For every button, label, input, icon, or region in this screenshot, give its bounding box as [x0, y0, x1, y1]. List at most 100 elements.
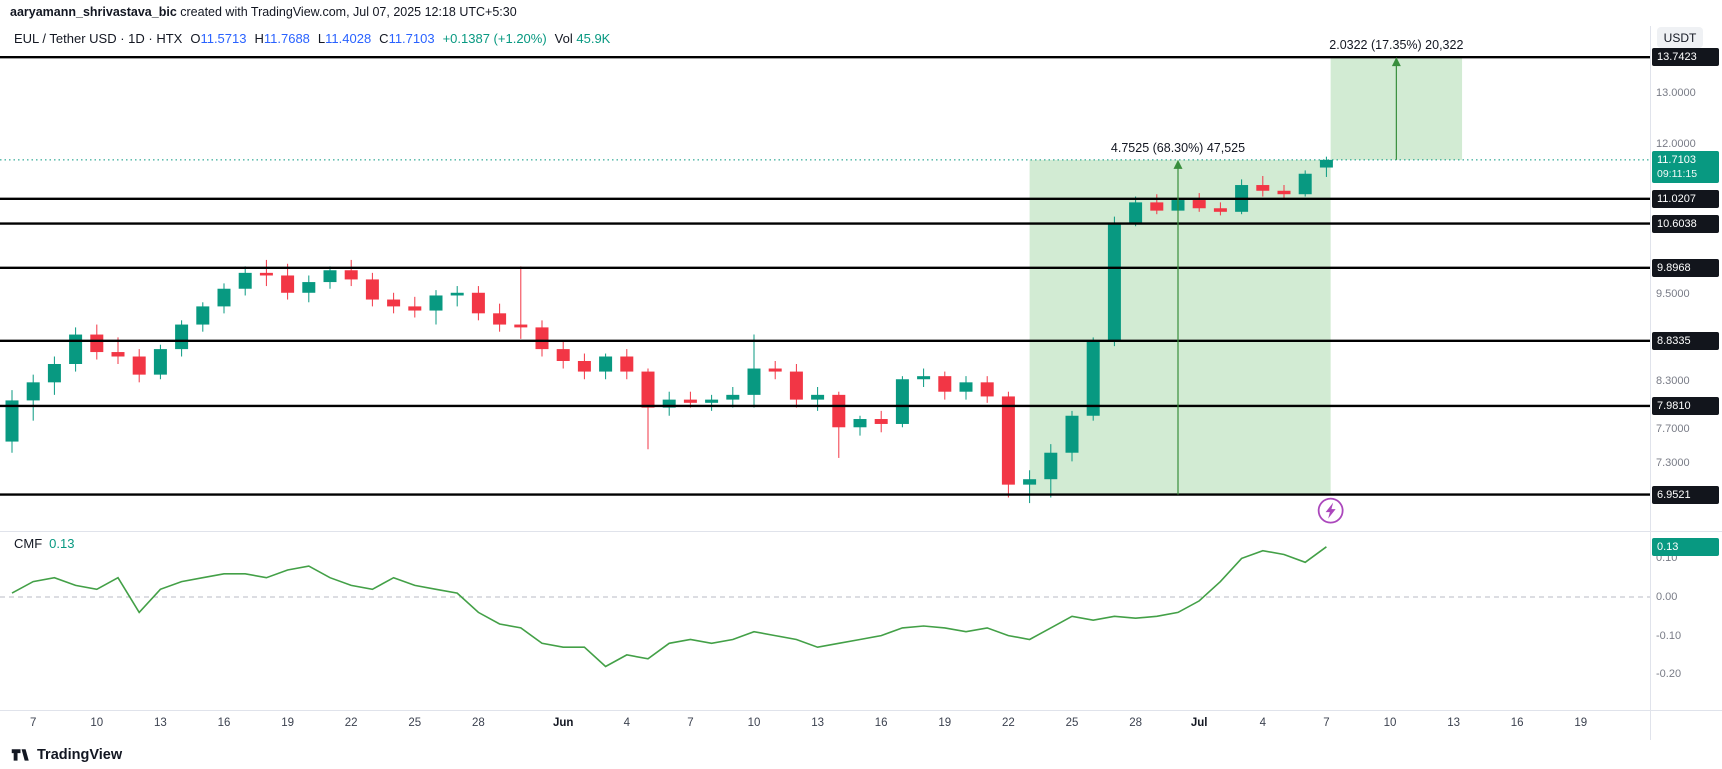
time-day-label: 7 — [29, 717, 37, 729]
measure-label-2: 2.0322 (17.35%) 20,322 — [1329, 38, 1463, 52]
candle-body — [408, 306, 422, 311]
time-day-label: 4 — [1259, 717, 1266, 729]
time-day-label: 28 — [1129, 717, 1142, 729]
candle-body — [450, 292, 464, 296]
time-day-label: 16 — [217, 717, 231, 729]
candle-body — [196, 306, 210, 325]
high-label: H — [254, 31, 264, 46]
time-day-label: 10 — [1383, 717, 1397, 729]
time-day-label: 16 — [1510, 717, 1524, 729]
candle-body — [111, 352, 125, 357]
open-label: O — [190, 31, 201, 46]
candle-body — [599, 356, 613, 372]
measure-label-1: 4.7525 (68.30%) 47,525 — [1111, 141, 1245, 155]
candle-body — [323, 270, 337, 283]
time-day-label: 7 — [687, 717, 694, 729]
candle-body — [1129, 202, 1143, 223]
candle-body — [705, 399, 719, 403]
measure-arrow-1 — [1173, 159, 1183, 495]
candle-body — [1192, 200, 1206, 209]
ohlc-low: L11.4028 — [318, 31, 371, 46]
low-value: 11.4028 — [325, 31, 372, 46]
time-day-label: 13 — [153, 717, 167, 729]
candle-body — [789, 371, 803, 400]
candle-body — [1277, 190, 1291, 195]
candle-body — [1298, 173, 1312, 195]
footer-branding: TradingView — [10, 744, 122, 765]
time-axis[interactable]: 7 10 13 16 19 22 25 28 Jun 4 7 10 13 16 19 22 25 28 Jul 4 7 1… — [0, 710, 1650, 740]
candle-body — [132, 356, 146, 375]
candle-body — [959, 382, 973, 392]
candle-body — [1044, 452, 1058, 480]
cmf-line[interactable] — [11, 546, 1327, 668]
candle-body — [556, 349, 570, 361]
time-month-label: Jun — [552, 717, 574, 729]
candle-body — [938, 376, 952, 392]
candle-body — [895, 379, 909, 424]
lightning-marker[interactable] — [1317, 497, 1344, 524]
currency-unit-button[interactable]: USDT — [1657, 27, 1703, 48]
candle-body — [768, 368, 782, 372]
indicator-legend: CMF 0.13 — [14, 536, 74, 551]
candle-body — [620, 356, 634, 372]
tradingview-logo-text[interactable]: TradingView — [37, 746, 123, 763]
time-day-label: 25 — [1065, 717, 1079, 729]
candle-body — [26, 382, 40, 401]
candle-body — [1023, 479, 1037, 485]
tradingview-logo-icon[interactable] — [10, 744, 31, 765]
ohlc-high: H11.7688 — [254, 31, 309, 46]
candle-body — [69, 334, 83, 364]
ohlc-close: C11.7103 — [379, 31, 434, 46]
candle-body — [344, 270, 358, 280]
lightning-bolt-icon — [1325, 502, 1336, 519]
time-month-label: Jul — [1190, 717, 1208, 729]
candle-body — [917, 376, 931, 380]
low-label: L — [317, 31, 326, 46]
time-day-label: 7 — [1323, 717, 1330, 729]
measure-box-1[interactable] — [1029, 159, 1331, 495]
time-day-label: 28 — [471, 717, 485, 729]
candle-body — [1086, 341, 1100, 416]
time-day-label: 25 — [408, 717, 422, 729]
time-day-label: 19 — [938, 717, 952, 729]
candle-body — [535, 327, 549, 350]
candle-body — [217, 288, 231, 307]
candle-body — [747, 368, 761, 395]
candle-body — [1001, 396, 1015, 485]
candle-body — [641, 371, 655, 408]
candle-body — [175, 324, 189, 350]
candle-body — [577, 360, 591, 372]
candle-body — [683, 399, 697, 403]
candle-body — [811, 394, 825, 400]
candle-body — [1319, 159, 1333, 168]
candle-body — [1213, 208, 1227, 212]
indicator-name[interactable]: CMF — [14, 536, 43, 551]
candle-body — [238, 272, 252, 289]
candle-body — [47, 363, 61, 383]
attribution-username: aaryamann_shrivastava_bic — [10, 5, 177, 19]
candle-body — [1150, 202, 1164, 211]
candle-body — [853, 419, 867, 428]
volume-label: Vol — [554, 31, 573, 46]
candle-body — [1256, 185, 1270, 191]
candle-body — [365, 279, 379, 300]
time-day-label: 4 — [623, 717, 630, 729]
time-day-label: 13 — [811, 717, 824, 729]
symbol-title[interactable]: EUL / Tether USD · 1D · HTX — [14, 31, 183, 46]
attribution: aaryamann_shrivastava_bic created with T… — [10, 5, 517, 19]
price-level-lines — [0, 55, 1650, 496]
open-value: 11.5713 — [200, 31, 247, 46]
candle-body — [259, 272, 273, 276]
time-day-label: 10 — [747, 717, 761, 729]
candle-body — [514, 324, 528, 328]
time-day-label: 19 — [1574, 717, 1588, 729]
candle-body — [153, 349, 167, 375]
time-day-label: 22 — [344, 717, 358, 729]
time-day-label: 10 — [90, 717, 104, 729]
candle-body — [662, 399, 676, 408]
candle-body — [1107, 222, 1121, 342]
candle-body — [387, 299, 401, 307]
candle-body — [726, 394, 740, 400]
